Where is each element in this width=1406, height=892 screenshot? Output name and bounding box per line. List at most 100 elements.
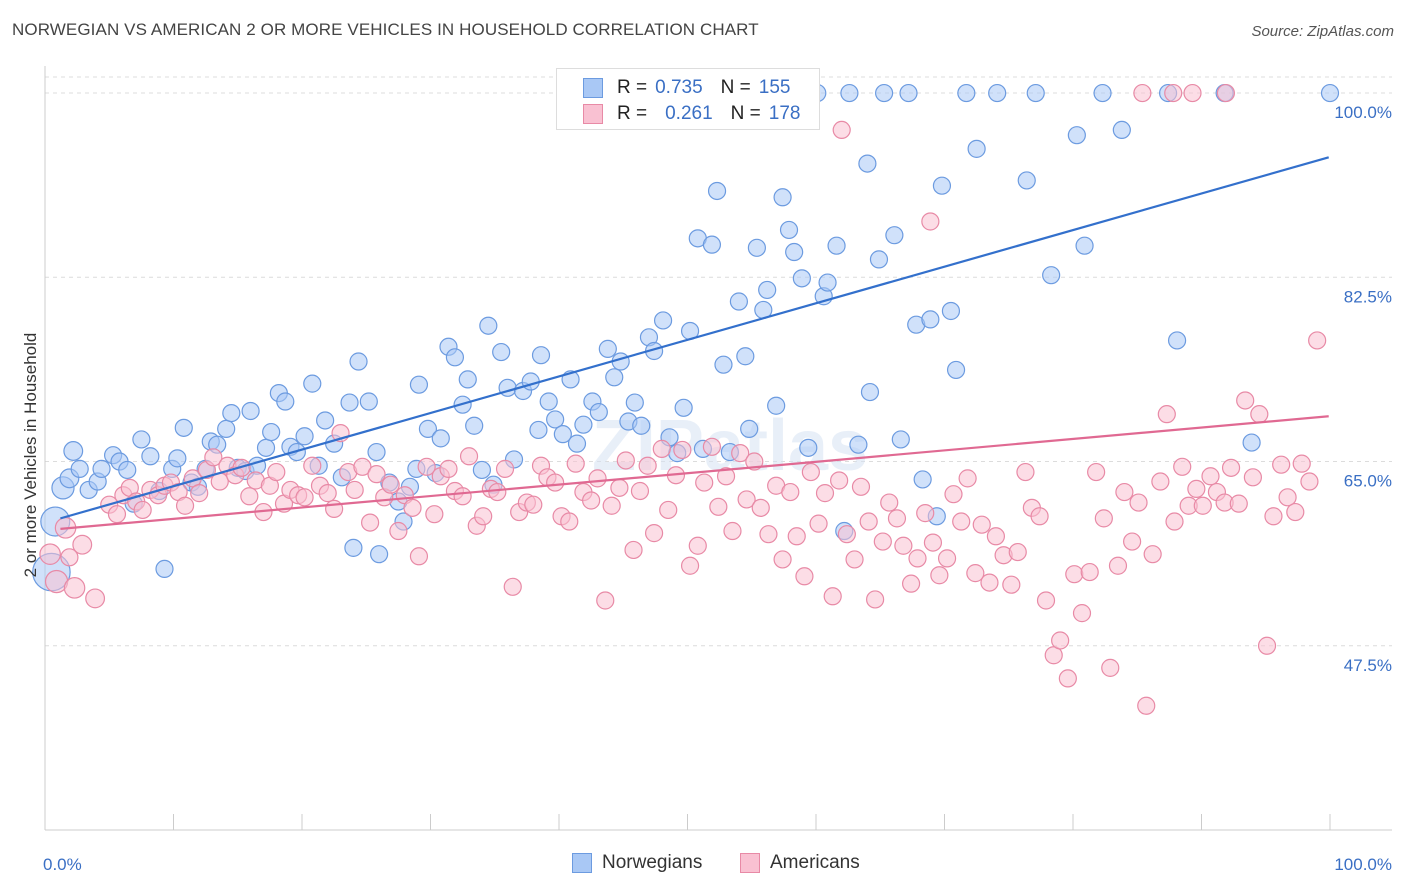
data-point [1221,458,1241,477]
data-point [952,512,971,531]
data-point [638,456,657,475]
data-point [1101,658,1120,677]
data-point [845,550,864,569]
data-point [445,348,465,367]
correlation-legend: R = 0.735 N = 155 R = 0.261 N = 178 [556,68,820,130]
data-point [574,415,593,434]
data-point [745,452,764,471]
data-point [1320,83,1340,103]
data-point [887,509,907,528]
tick-labels: 47.5% 65.0% 82.5% 100.0% 0.0% 100.0% [43,103,1392,874]
data-point [596,591,615,610]
series-norwegians [32,83,1340,592]
data-point [688,536,707,555]
data-point [779,220,799,240]
legend-swatch-americans [583,104,603,124]
data-point [747,238,766,257]
axes [44,66,1392,831]
data-point [653,311,673,330]
data-point [702,437,722,456]
data-point [459,447,479,466]
data-point [431,429,450,448]
data-point [840,83,859,103]
data-point [63,577,86,599]
data-point [921,310,940,329]
data-point [1133,83,1152,103]
bottom-legend-americans: Americans [740,852,860,874]
data-point [63,441,84,461]
data-point [740,419,759,438]
data-point [1123,532,1142,551]
data-point [859,512,878,531]
bottom-legend-swatch-norwegians [572,853,592,873]
data-point [923,533,943,552]
bottom-legend-swatch-americans [740,853,760,873]
data-point [729,292,749,311]
legend-n-value: 155 [758,77,791,98]
bottom-legend-norwegians: Norwegians [572,852,702,874]
data-point [531,346,551,365]
data-point [72,534,93,555]
chart-title: NORWEGIAN VS AMERICAN 2 OR MORE VEHICLES… [12,20,759,39]
data-point [610,478,629,497]
data-point [418,419,438,438]
data-point [632,416,651,435]
data-point [736,347,755,366]
data-point [1058,669,1077,688]
data-point [966,564,985,583]
data-point [70,459,89,478]
data-point [695,473,714,492]
data-point [916,504,935,523]
data-point [1157,405,1176,424]
data-point [1143,545,1162,564]
data-point [361,513,380,532]
data-point [899,83,918,103]
data-point [1067,126,1086,145]
legend-swatch-norwegians [583,78,603,98]
data-point [458,370,477,389]
data-point [858,154,877,173]
data-point [539,392,558,411]
data-point [1216,83,1236,103]
data-point [1030,507,1049,526]
data-point [1308,331,1327,350]
data-point [795,567,814,586]
data-point [155,559,174,579]
data-point [190,484,209,503]
data-point [1236,391,1255,410]
bottom-legend-label-norwegians: Norwegians [602,852,703,873]
data-point [241,401,260,421]
data-point [60,548,79,567]
data-point [425,505,444,524]
data-point [132,430,151,449]
data-point [1151,472,1170,491]
data-point [1112,120,1131,140]
data-point [1242,433,1261,452]
data-point [1278,488,1297,507]
data-point [1300,472,1319,491]
data-point [276,392,295,411]
data-point [1016,462,1035,482]
data-point [409,547,429,566]
bottom-legend-label-americans: Americans [770,852,860,873]
data-point [1257,636,1277,655]
data-point [773,550,792,569]
data-point [967,139,986,158]
y-tick-label: 47.5% [1344,656,1392,675]
data-point [1183,83,1202,103]
data-point [479,316,498,335]
legend-r-value: 0.261 [665,103,713,124]
data-point [529,420,548,440]
data-point [133,500,152,520]
data-point [616,451,635,470]
legend-n-label: N = [720,77,751,98]
x-tick-label: 100.0% [1334,855,1392,874]
data-point [92,459,111,478]
data-point [707,181,727,201]
data-point [1087,462,1106,482]
data-point [680,556,700,575]
data-point [439,459,458,478]
data-point [589,402,608,422]
data-point [869,250,889,269]
